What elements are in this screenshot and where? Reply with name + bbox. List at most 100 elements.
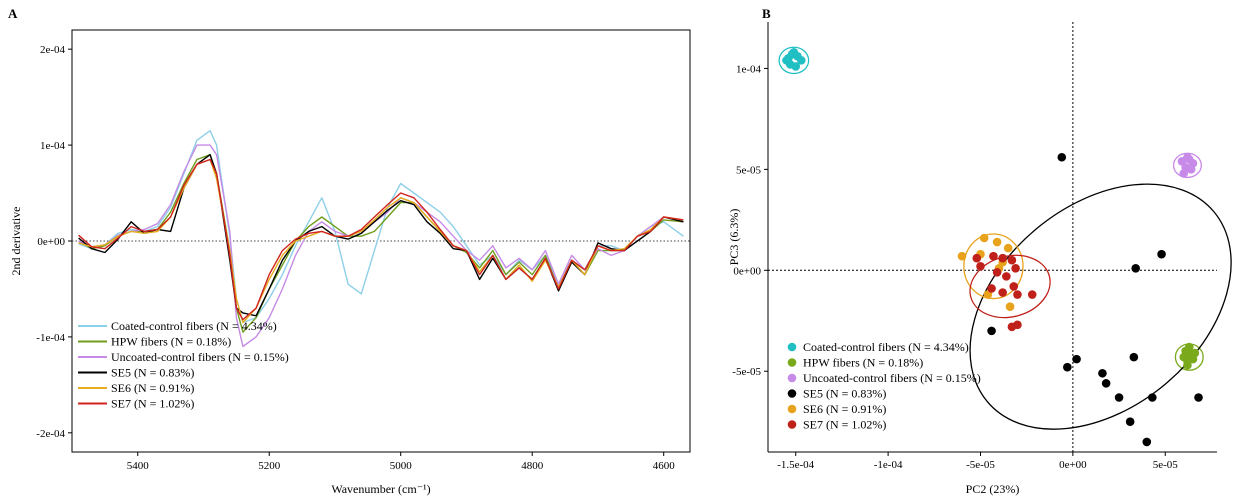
x-tick-label-a: 4800: [521, 460, 544, 472]
x-tick-label-b: -1.5e-04: [777, 459, 814, 471]
y-tick-label-a: -1e-04: [36, 332, 65, 344]
scatter-point-2: [1184, 154, 1194, 164]
legend-label-a: Coated-control fibers (N = 4.34%): [111, 319, 277, 333]
confidence-ellipse-3: [969, 183, 1232, 430]
legend-label-b: Coated-control fibers (N = 4.34%): [803, 340, 969, 354]
scatter-point-5: [992, 268, 1002, 277]
scatter-point-2: [1186, 165, 1196, 174]
panel-b-label: B: [762, 6, 771, 21]
legend-swatch-b: [787, 404, 797, 414]
scatter-point-3: [1098, 368, 1107, 378]
x-axis-label-b: PC2 (23%): [966, 482, 1020, 496]
legend-swatch-b: [787, 389, 797, 398]
scatter-point-5: [998, 253, 1007, 263]
x-tick-label-b: 0e+00: [1059, 459, 1087, 471]
y-tick-label-a: 1e-04: [40, 140, 66, 152]
scatter-point-5: [998, 288, 1007, 297]
legend-label-b: SE5 (N = 0.83%): [803, 387, 886, 401]
scatter-point-4: [992, 237, 1002, 247]
scatter-point-5: [989, 251, 998, 261]
scatter-point-3: [1194, 393, 1203, 402]
legend-label-b: HPW fibers (N = 0.18%): [803, 356, 923, 370]
scatter-point-2: [1179, 169, 1189, 178]
x-tick-label-a: 4600: [653, 460, 676, 472]
scatter-point-1: [1183, 360, 1192, 370]
scatter-point-5: [1009, 282, 1019, 291]
y-tick-label-b: 5e-05: [736, 164, 762, 176]
scatter-point-5: [976, 261, 985, 271]
scatter-point-5: [1002, 272, 1011, 281]
series-line-0: [78, 130, 684, 324]
series-line-3: [78, 154, 684, 317]
legend-label-a: SE7 (N = 1.02%): [111, 397, 194, 411]
scatter-point-3: [1063, 362, 1072, 372]
y-tick-label-a: 2e-04: [40, 44, 66, 56]
scatter-point-3: [1101, 379, 1111, 388]
x-tick-label-a: 5200: [258, 460, 281, 472]
legend-label-a: SE6 (N = 0.91%): [111, 381, 194, 395]
scatter-point-0: [791, 62, 801, 71]
scatter-point-5: [1011, 263, 1020, 273]
y-tick-label-b: 0e+00: [733, 265, 761, 277]
x-axis-label-a: Wavenumber (cm⁻¹): [331, 482, 430, 496]
legend-b: Coated-control fibers (N = 4.34%) HPW fib…: [787, 340, 981, 432]
legend-swatch-b: [787, 420, 797, 429]
scatter-point-3: [987, 326, 996, 336]
legend-swatch-b: [787, 373, 797, 383]
scatter-point-1: [1179, 352, 1189, 362]
scatter-point-4: [957, 251, 967, 261]
scatter-point-5: [987, 284, 996, 293]
y-tick-label-b: 1e-04: [736, 63, 762, 75]
legend-a: Coated-control fibers (N = 4.34%) HPW fib…: [78, 319, 289, 411]
x-tick-label-b: -1e-04: [874, 459, 903, 471]
scatter-point-3: [1057, 152, 1067, 162]
scatter-point-5: [1007, 322, 1017, 332]
panel-b-pca-scatter: B -5e-05 0e+00 5e-05 1e-04 -1.5e-04 -1e-04 -5e-…: [727, 6, 1232, 496]
legend-label-a: HPW fibers (N = 0.18%): [111, 335, 231, 349]
scatter-point-3: [1157, 249, 1166, 259]
scatter-point-0: [784, 54, 793, 63]
scatter-point-5: [1027, 290, 1037, 299]
scatter-point-5: [972, 253, 982, 263]
scatter-point-4: [1005, 302, 1015, 311]
legend-label-b: SE7 (N = 1.02%): [803, 418, 886, 432]
scatter-point-3: [1148, 393, 1157, 402]
y-tick-label-a: -2e-04: [36, 428, 65, 440]
scatter-point-3: [1125, 417, 1135, 427]
legend-label-a: Uncoated-control fibers (N = 0.15%): [111, 350, 289, 364]
series-line-5: [78, 158, 684, 321]
legend-label-b: Uncoated-control fibers (N = 0.15%): [803, 371, 981, 385]
scatter-point-5: [1013, 290, 1022, 299]
y-axis-label-a: 2nd derivative: [9, 207, 23, 276]
scatter-point-5: [1007, 255, 1017, 265]
scatter-point-3: [1072, 354, 1081, 364]
panel-a-label: A: [8, 6, 18, 21]
x-tick-label-b: -5e-05: [966, 459, 995, 471]
y-axis-label-b: PC3 (6.3%): [727, 209, 741, 266]
panel-a-line-chart: A -2e-04 -1e-04 0e+00 1e-04 2e-04 5400 5200 5000…: [8, 6, 691, 496]
legend-swatch-b: [787, 358, 797, 367]
series-line-2: [78, 144, 684, 348]
confidence-ellipse-4: [963, 233, 1024, 300]
scatter-point-1: [1190, 348, 1200, 358]
legend-label-a: SE5 (N = 0.83%): [111, 366, 194, 380]
series-line-1: [78, 154, 684, 333]
scatter-point-3: [1129, 352, 1139, 362]
scatter-point-3: [1131, 263, 1140, 273]
legend-label-b: SE6 (N = 0.91%): [803, 402, 886, 416]
scatter-point-4: [1003, 243, 1013, 253]
scatter-point-3: [1114, 393, 1124, 402]
scatter-point-3: [1142, 437, 1152, 447]
y-tick-label-a: 0e+00: [37, 236, 65, 248]
scatter-point-0: [789, 47, 799, 57]
confidence-ellipse-0: [778, 46, 810, 75]
scatter-point-0: [796, 56, 806, 65]
legend-swatch-b: [787, 342, 797, 352]
y-tick-label-b: -5e-05: [732, 366, 761, 378]
scatter-point-4: [979, 233, 989, 243]
x-tick-label-a: 5400: [127, 460, 150, 472]
x-tick-label-b: 5e-05: [1153, 459, 1179, 471]
x-tick-label-a: 5000: [390, 460, 413, 472]
scatter-point-1: [1184, 342, 1194, 352]
